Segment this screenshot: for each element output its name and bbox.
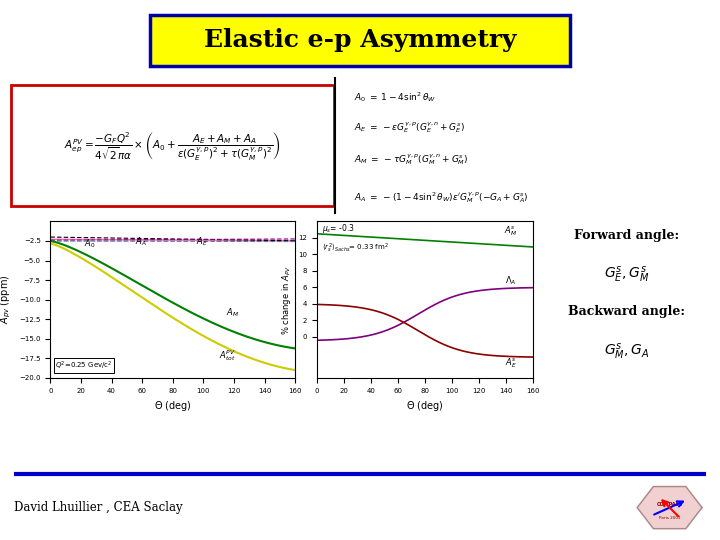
Text: $G^s_M,G_A$: $G^s_M,G_A$	[603, 342, 649, 362]
Text: $A_0$: $A_0$	[84, 238, 96, 250]
X-axis label: $\Theta$ (deg): $\Theta$ (deg)	[154, 399, 192, 413]
Text: $A_{tot}^{PV}$: $A_{tot}^{PV}$	[219, 348, 235, 363]
Text: $\Lambda_A$: $\Lambda_A$	[505, 274, 516, 287]
Text: $A_M$: $A_M$	[226, 306, 240, 319]
Text: $A_{ep}^{PV} = \dfrac{-G_F Q^2}{4\sqrt{2}\pi\alpha} \times \left(A_0 + \dfrac{A_: $A_{ep}^{PV} = \dfrac{-G_F Q^2}{4\sqrt{2…	[65, 130, 281, 162]
Text: $A^s_M$: $A^s_M$	[503, 225, 516, 238]
Text: $Q^2$=0.25 Gev/c$^2$: $Q^2$=0.25 Gev/c$^2$	[55, 360, 112, 372]
Text: Elastic e-p Asymmetry: Elastic e-p Asymmetry	[204, 29, 516, 52]
Text: Forward angle:: Forward angle:	[574, 229, 679, 242]
Y-axis label: % change in $A_{PV}$: % change in $A_{PV}$	[279, 265, 292, 335]
FancyBboxPatch shape	[12, 85, 334, 206]
Text: $G^s_E,G^s_M$: $G^s_E,G^s_M$	[604, 265, 649, 285]
Polygon shape	[637, 487, 702, 529]
FancyBboxPatch shape	[150, 15, 570, 66]
Text: $A_E$: $A_E$	[196, 236, 207, 248]
Text: Paris 2001: Paris 2001	[659, 516, 680, 521]
X-axis label: $\Theta$ (deg): $\Theta$ (deg)	[406, 399, 444, 413]
Text: $A_0 \;=\; 1 - 4\sin^2\theta_W$: $A_0 \;=\; 1 - 4\sin^2\theta_W$	[354, 90, 436, 104]
Text: $A_A$: $A_A$	[135, 236, 146, 248]
Text: David Lhuillier , CEA Saclay: David Lhuillier , CEA Saclay	[14, 501, 183, 514]
Text: $A_M \;=\; -\tau G_M^{\gamma,p}(G_M^{\gamma,n} + G_M^s)$: $A_M \;=\; -\tau G_M^{\gamma,p}(G_M^{\ga…	[354, 152, 468, 167]
Y-axis label: $A_{pv}$ (ppm): $A_{pv}$ (ppm)	[0, 275, 14, 325]
Text: Backward angle:: Backward angle:	[568, 305, 685, 318]
Text: $A_E \;=\; -\varepsilon G_E^{\gamma,p}(G_E^{\gamma,n} + G_E^s)$: $A_E \;=\; -\varepsilon G_E^{\gamma,p}(G…	[354, 120, 464, 135]
Text: $\mu_s$= -0.3: $\mu_s$= -0.3	[323, 222, 355, 235]
Text: COMPASS: COMPASS	[657, 502, 683, 508]
Text: $\langle r_s^2\rangle_{Sachs}$= 0.33 fm$^2$: $\langle r_s^2\rangle_{Sachs}$= 0.33 fm$…	[323, 241, 389, 255]
Text: $A^s_E$: $A^s_E$	[505, 356, 516, 370]
Text: $A_A \;=\; -(1-4\sin^2\theta_W)\varepsilon' G_M^{\gamma,p}(-G_A + G_A^s)$: $A_A \;=\; -(1-4\sin^2\theta_W)\varepsil…	[354, 190, 528, 205]
